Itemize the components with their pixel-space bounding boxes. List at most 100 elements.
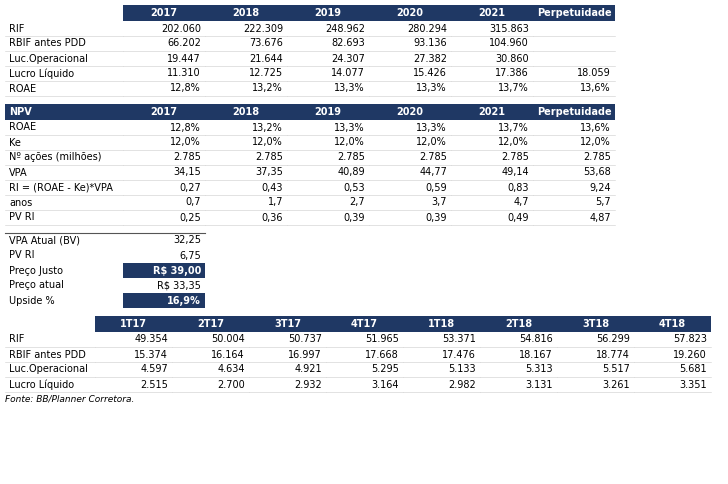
Text: 2T18: 2T18 xyxy=(505,319,532,329)
Bar xyxy=(634,347,711,362)
Bar xyxy=(533,21,615,36)
Text: 12,0%: 12,0% xyxy=(170,137,201,148)
Bar xyxy=(369,195,451,210)
Bar xyxy=(205,21,287,36)
Bar xyxy=(5,248,123,263)
Text: 3.164: 3.164 xyxy=(371,379,399,390)
Text: 1T17: 1T17 xyxy=(120,319,147,329)
Text: 2020: 2020 xyxy=(397,8,424,18)
Text: 11.310: 11.310 xyxy=(167,69,201,78)
Bar xyxy=(451,150,533,165)
Bar xyxy=(5,165,123,180)
Bar xyxy=(369,51,451,66)
Bar xyxy=(403,347,480,362)
Text: 3.131: 3.131 xyxy=(526,379,553,390)
Bar xyxy=(123,278,205,293)
Text: 3T18: 3T18 xyxy=(582,319,609,329)
Bar xyxy=(557,332,634,347)
Bar xyxy=(533,210,615,225)
Text: Lucro Líquido: Lucro Líquido xyxy=(9,68,74,79)
Text: 14.077: 14.077 xyxy=(331,69,365,78)
Bar xyxy=(369,180,451,195)
Text: 50.737: 50.737 xyxy=(288,334,322,345)
Bar xyxy=(326,362,403,377)
Text: Luc.Operacional: Luc.Operacional xyxy=(9,54,88,63)
Bar xyxy=(287,81,369,96)
Text: 51.965: 51.965 xyxy=(365,334,399,345)
Bar xyxy=(5,66,123,81)
Text: 21.644: 21.644 xyxy=(249,54,283,63)
Bar xyxy=(287,66,369,81)
Bar xyxy=(451,81,533,96)
Text: 3.261: 3.261 xyxy=(602,379,630,390)
Text: 17.668: 17.668 xyxy=(365,349,399,360)
Bar xyxy=(5,195,123,210)
Text: 18.167: 18.167 xyxy=(519,349,553,360)
Text: Fonte: BB/Planner Corretora.: Fonte: BB/Planner Corretora. xyxy=(5,394,135,403)
Bar xyxy=(451,66,533,81)
Bar xyxy=(451,180,533,195)
Text: 2.785: 2.785 xyxy=(583,152,611,163)
Bar xyxy=(205,120,287,135)
Bar xyxy=(5,362,95,377)
Text: 1T18: 1T18 xyxy=(428,319,455,329)
Text: 19.447: 19.447 xyxy=(167,54,201,63)
Text: 3T17: 3T17 xyxy=(274,319,301,329)
Text: 6,75: 6,75 xyxy=(179,251,201,260)
Text: 12,0%: 12,0% xyxy=(498,137,529,148)
Bar xyxy=(123,195,205,210)
Bar xyxy=(5,21,123,36)
Text: Ke: Ke xyxy=(9,137,21,148)
Text: 37,35: 37,35 xyxy=(255,167,283,178)
Bar xyxy=(369,104,451,120)
Bar xyxy=(451,120,533,135)
Text: 2019: 2019 xyxy=(314,8,341,18)
Text: 2.785: 2.785 xyxy=(173,152,201,163)
Bar xyxy=(5,135,123,150)
Bar xyxy=(205,195,287,210)
Text: 5.517: 5.517 xyxy=(602,364,630,375)
Text: 57.823: 57.823 xyxy=(673,334,707,345)
Bar xyxy=(123,120,205,135)
Bar xyxy=(123,81,205,96)
Bar xyxy=(123,233,205,248)
Bar xyxy=(451,5,533,21)
Text: 2.785: 2.785 xyxy=(419,152,447,163)
Bar xyxy=(5,104,123,120)
Bar xyxy=(123,51,205,66)
Bar xyxy=(533,36,615,51)
Text: R$ 33,35: R$ 33,35 xyxy=(157,281,201,290)
Bar xyxy=(369,120,451,135)
Text: 15.374: 15.374 xyxy=(134,349,168,360)
Text: 4.634: 4.634 xyxy=(218,364,245,375)
Bar xyxy=(480,316,557,332)
Bar xyxy=(5,36,123,51)
Bar xyxy=(326,332,403,347)
Text: Lucro Líquido: Lucro Líquido xyxy=(9,379,74,390)
Text: 53.371: 53.371 xyxy=(442,334,476,345)
Text: 13,6%: 13,6% xyxy=(580,84,611,93)
Bar xyxy=(123,248,205,263)
Text: Preço Justo: Preço Justo xyxy=(9,266,63,275)
Bar xyxy=(172,347,249,362)
Bar xyxy=(205,180,287,195)
Bar xyxy=(403,377,480,392)
Bar xyxy=(5,278,123,293)
Bar xyxy=(123,135,205,150)
Text: 44,77: 44,77 xyxy=(419,167,447,178)
Bar xyxy=(5,377,95,392)
Text: Preço atual: Preço atual xyxy=(9,281,64,290)
Text: Nº ações (milhões): Nº ações (milhões) xyxy=(9,152,101,163)
Text: 0,49: 0,49 xyxy=(507,212,529,223)
Bar xyxy=(533,150,615,165)
Text: 13,3%: 13,3% xyxy=(334,122,365,133)
Bar xyxy=(533,104,615,120)
Bar xyxy=(172,332,249,347)
Bar xyxy=(634,362,711,377)
Text: 34,15: 34,15 xyxy=(173,167,201,178)
Text: 49,14: 49,14 xyxy=(502,167,529,178)
Text: PV RI: PV RI xyxy=(9,212,34,223)
Text: 1,7: 1,7 xyxy=(267,197,283,208)
Text: 0,53: 0,53 xyxy=(344,182,365,193)
Bar xyxy=(369,210,451,225)
